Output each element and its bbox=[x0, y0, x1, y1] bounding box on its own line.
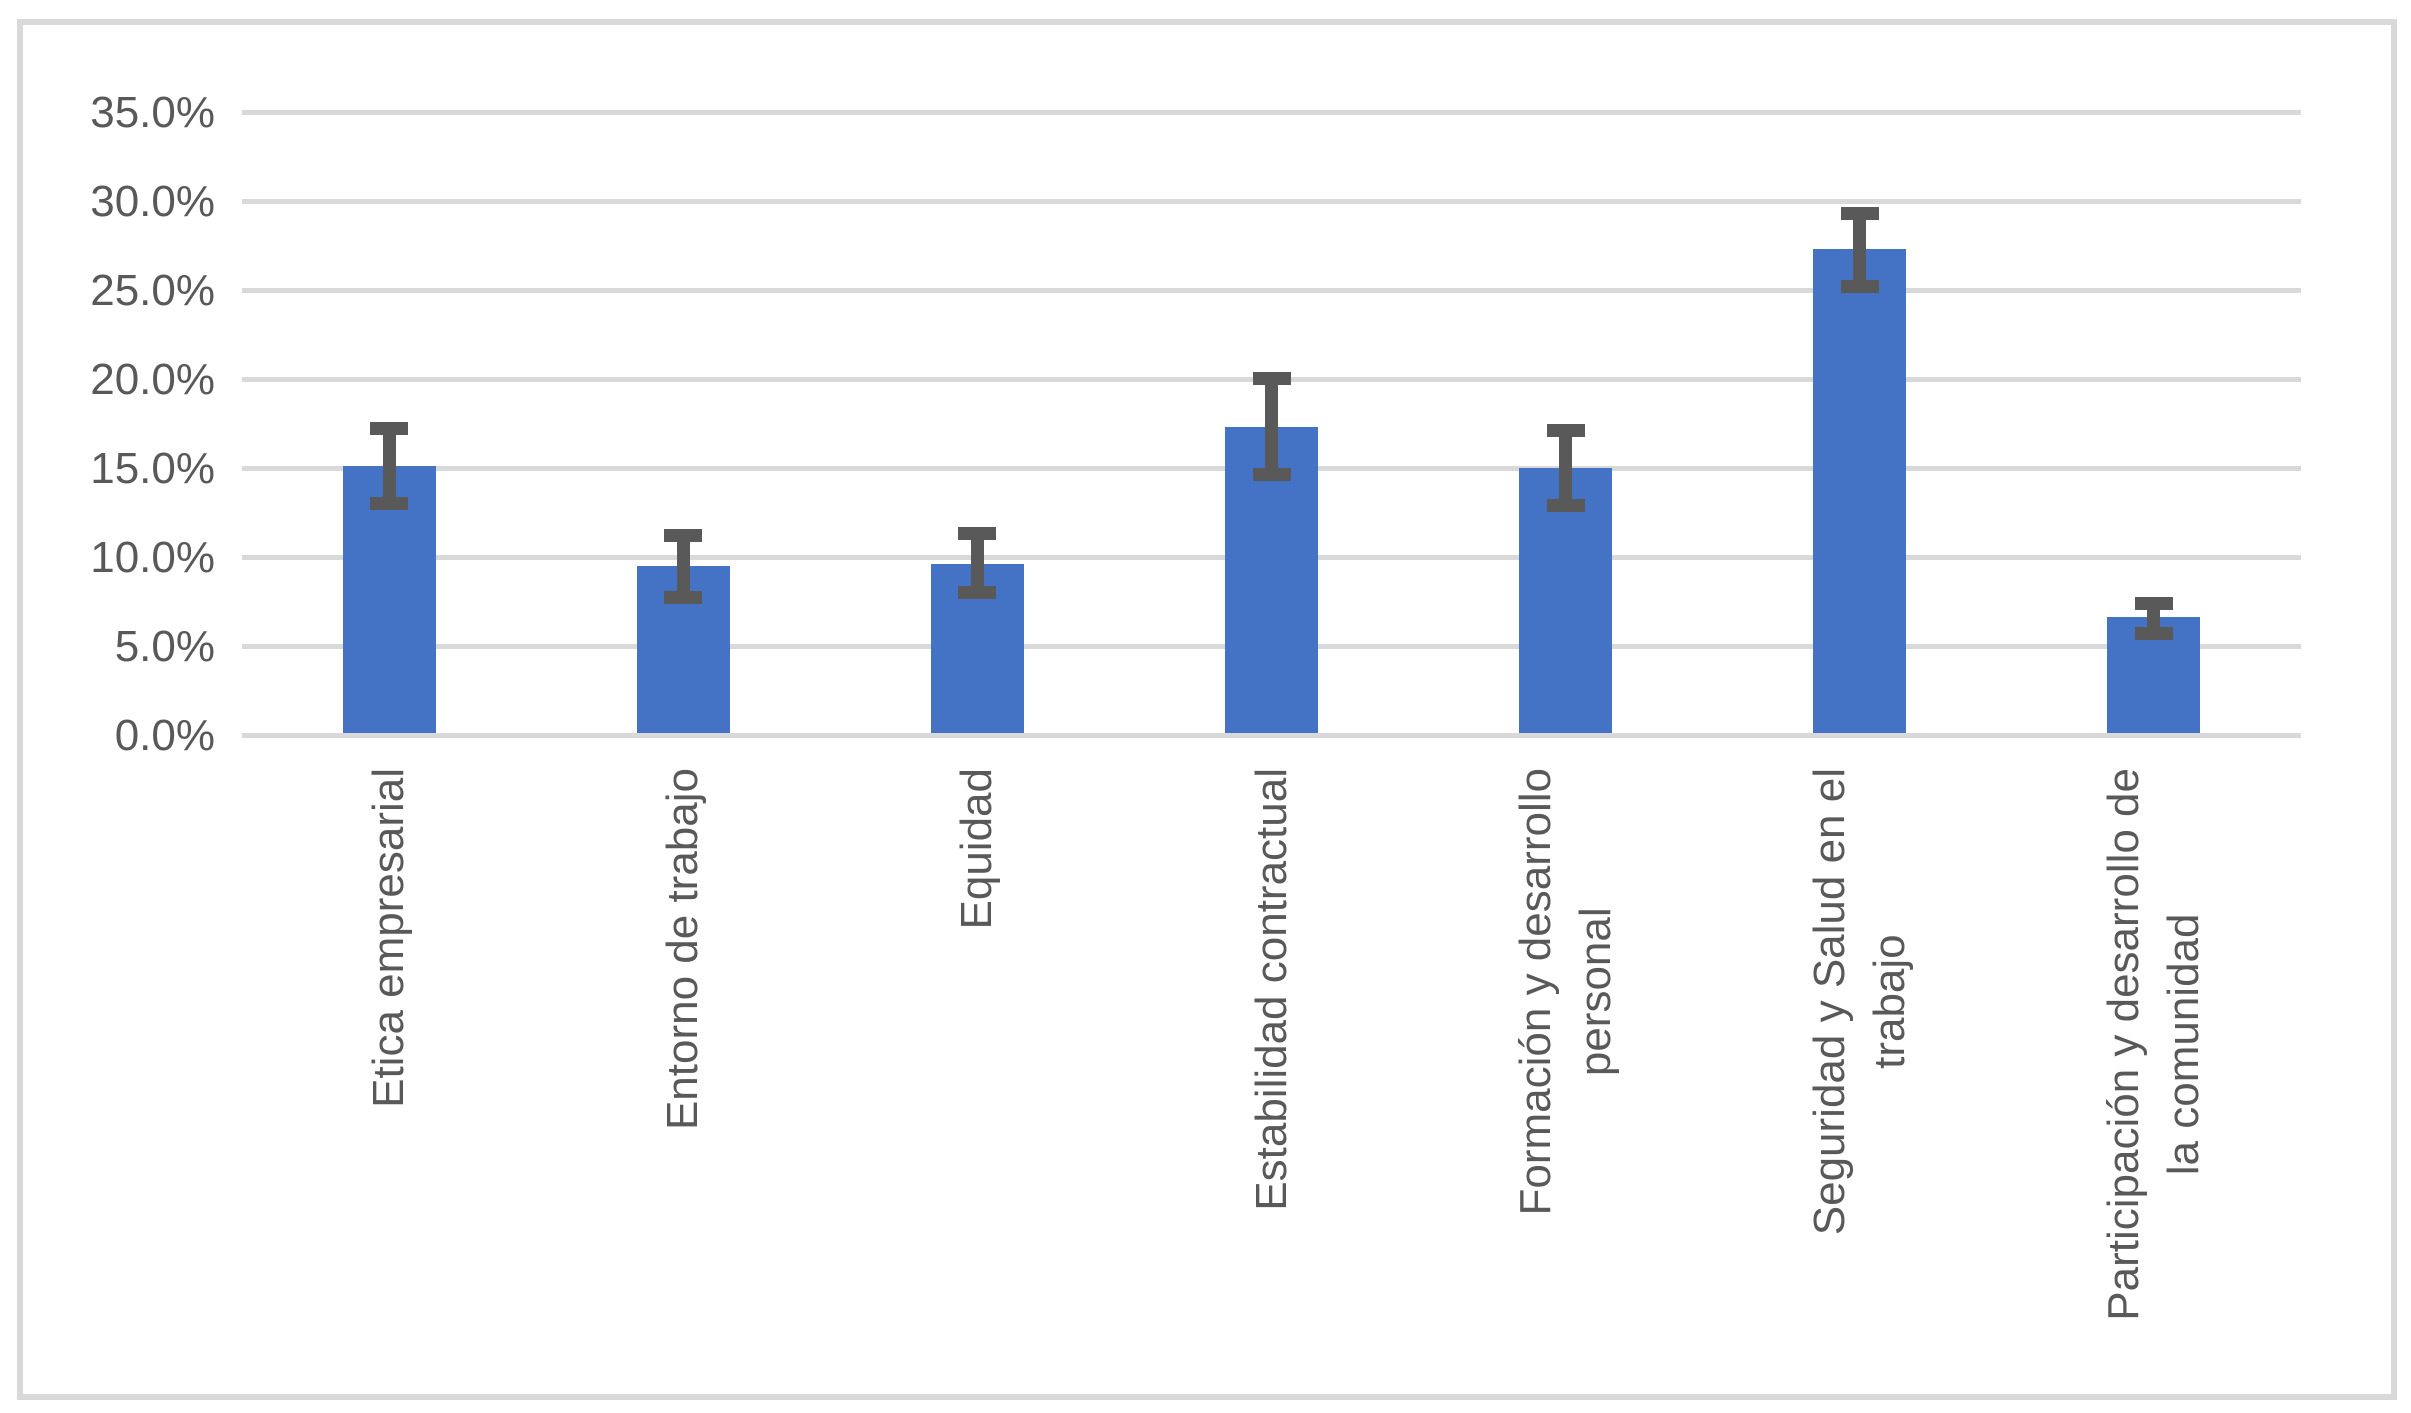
y-tick-label: 30.0% bbox=[90, 176, 215, 226]
error-bar-cap-bottom bbox=[370, 496, 409, 510]
error-bar bbox=[1559, 430, 1573, 506]
y-tick-label: 15.0% bbox=[90, 443, 215, 493]
category-label-text: Equidad bbox=[952, 768, 1002, 930]
error-bar bbox=[970, 533, 984, 593]
error-bar-cap-top bbox=[958, 527, 997, 541]
error-bar-cap-top bbox=[1546, 423, 1585, 437]
gridline bbox=[242, 110, 2301, 115]
y-tick-label: 0.0% bbox=[114, 710, 215, 760]
y-tick-label: 5.0% bbox=[114, 621, 215, 671]
error-bar bbox=[1853, 213, 1867, 287]
error-bar-cap-bottom bbox=[664, 591, 703, 605]
error-bar bbox=[382, 428, 396, 504]
category-label-text: Seguridad y Salud en el trabajo bbox=[1804, 768, 1914, 1236]
error-bar-cap-top bbox=[664, 528, 703, 542]
error-bar-cap-bottom bbox=[1546, 498, 1585, 512]
error-bar-cap-top bbox=[1840, 206, 1879, 220]
category-label-text: Formación y desarrollo personal bbox=[1510, 768, 1620, 1216]
error-bar-cap-bottom bbox=[1252, 468, 1291, 482]
y-tick-label: 25.0% bbox=[90, 265, 215, 315]
error-bar bbox=[2147, 603, 2161, 634]
bar bbox=[342, 466, 436, 733]
gridline bbox=[242, 288, 2301, 293]
category-label-text: Estabilidad contractual bbox=[1246, 768, 1296, 1211]
category-label-text: Etica empresarial bbox=[364, 768, 414, 1108]
gridline bbox=[242, 733, 2301, 738]
y-tick-label: 20.0% bbox=[90, 354, 215, 404]
error-bar-cap-bottom bbox=[1840, 279, 1879, 293]
category-label-text: Entorno de trabajo bbox=[658, 768, 708, 1131]
error-bar bbox=[1265, 378, 1278, 475]
error-bar-cap-bottom bbox=[958, 585, 997, 599]
bar bbox=[1813, 248, 1907, 733]
error-bar-cap-top bbox=[2134, 596, 2173, 610]
gridline bbox=[242, 199, 2301, 204]
bar bbox=[1519, 467, 1613, 733]
error-bar-cap-top bbox=[370, 422, 409, 436]
error-bar-cap-top bbox=[1252, 372, 1291, 386]
error-bar bbox=[676, 535, 690, 598]
y-tick-label: 10.0% bbox=[90, 532, 215, 582]
chart-border bbox=[17, 19, 2397, 1400]
error-bar-cap-bottom bbox=[2134, 626, 2173, 640]
category-label-text: Participación y desarrollo de la comunid… bbox=[2098, 768, 2208, 1321]
y-tick-label: 35.0% bbox=[90, 87, 215, 137]
